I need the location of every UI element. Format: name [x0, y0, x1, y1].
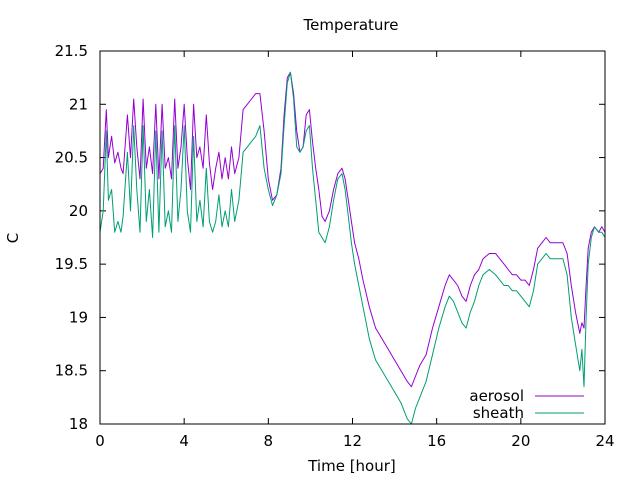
y-tick-label: 20.5: [55, 149, 88, 167]
x-tick-label: 0: [95, 432, 105, 450]
y-tick-label: 21.5: [55, 42, 88, 60]
legend-label-sheath: sheath: [473, 404, 524, 422]
x-tick-label: 12: [343, 432, 362, 450]
y-axis-title: C: [4, 233, 22, 243]
x-tick-label: 16: [427, 432, 446, 450]
x-tick-label: 4: [179, 432, 189, 450]
plot-border: [99, 50, 606, 425]
y-tick-label: 18.5: [55, 362, 88, 380]
legend-label-aerosol: aerosol: [469, 387, 524, 405]
tick-marks: [99, 50, 606, 425]
x-tick-labels: 0 4 8 12 16 20 24: [95, 432, 614, 450]
y-tick-label: 18: [69, 415, 88, 433]
y-tick-label: 19: [69, 308, 88, 326]
x-tick-label: 20: [511, 432, 530, 450]
chart-title: Temperature: [302, 16, 398, 34]
x-tick-label: 8: [264, 432, 274, 450]
x-axis-title: Time [hour]: [307, 457, 396, 475]
y-tick-labels: 18 18.5 19 19.5 20 20.5 21 21.5: [55, 42, 88, 433]
x-tick-label: 24: [595, 432, 614, 450]
y-tick-label: 20: [69, 202, 88, 220]
y-tick-label: 21: [69, 95, 88, 113]
series-line-sheath: [99, 71, 606, 425]
series-line-aerosol: [99, 71, 606, 388]
y-tick-label: 19.5: [55, 255, 88, 273]
series-lines: [99, 71, 606, 425]
